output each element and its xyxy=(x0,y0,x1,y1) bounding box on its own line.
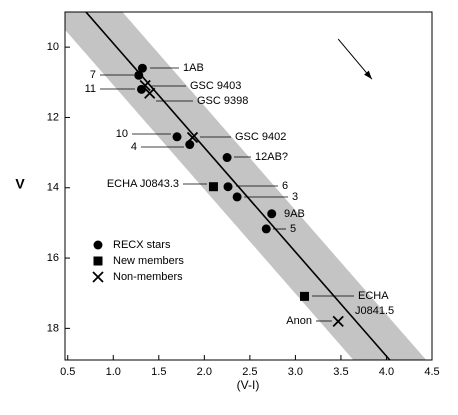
point-label: GSC 9398 xyxy=(197,95,248,107)
point-label: 7 xyxy=(90,69,96,81)
point-label: Anon xyxy=(286,315,312,327)
point xyxy=(139,79,151,92)
point-label: ECHA xyxy=(358,290,389,302)
legend-label: Non-members xyxy=(113,271,183,283)
y-tick-label: 16 xyxy=(47,252,59,264)
arrow-head xyxy=(364,70,372,80)
point xyxy=(186,131,199,144)
y-tick-label: 18 xyxy=(47,322,59,334)
point-label: GSC 9403 xyxy=(190,80,241,92)
point xyxy=(208,182,218,192)
x-tick-label: 3.5 xyxy=(333,366,348,378)
legend-marker xyxy=(92,271,104,283)
point xyxy=(222,153,232,163)
point xyxy=(223,182,233,192)
x-tick-label: 4.0 xyxy=(379,366,394,378)
point-label: 6 xyxy=(282,180,288,192)
point-label: 1AB xyxy=(183,62,204,74)
reddening-arrow xyxy=(337,38,373,80)
point xyxy=(144,87,156,99)
x-tick-label: 1.5 xyxy=(151,366,166,378)
plot-frame xyxy=(64,11,433,361)
point xyxy=(261,224,271,234)
legend-marker xyxy=(93,256,103,266)
x-axis-label: (V-I) xyxy=(237,378,260,392)
y-axis-label: V xyxy=(15,176,25,192)
x-tick-label: 4.5 xyxy=(424,366,439,378)
x-tick-label: 2.5 xyxy=(242,366,257,378)
legend-label: New members xyxy=(113,255,184,267)
legend-label: RECX stars xyxy=(113,239,171,251)
y-tick-label: 12 xyxy=(47,111,59,123)
point-label: 10 xyxy=(116,128,128,140)
x-tick-label: 3.0 xyxy=(288,366,303,378)
point-label: 11 xyxy=(85,83,96,95)
y-tick-label: 10 xyxy=(47,41,59,53)
y-tick-label: 14 xyxy=(47,182,59,194)
legend-marker xyxy=(93,240,103,250)
point xyxy=(267,209,277,219)
x-tick-label: 2.0 xyxy=(197,366,212,378)
point-label: 12AB? xyxy=(255,151,288,163)
point xyxy=(137,63,147,73)
x-tick-label: 1.0 xyxy=(106,366,121,378)
point xyxy=(172,132,182,142)
point-label: 3 xyxy=(292,191,298,203)
point-label: J0841.5 xyxy=(355,305,394,317)
point-label: ECHA J0843.3 xyxy=(107,178,179,190)
point-label: 9AB xyxy=(284,208,305,220)
point-label: GSC 9402 xyxy=(235,131,286,143)
point-label: 4 xyxy=(131,141,137,153)
point xyxy=(134,70,144,80)
point xyxy=(300,291,310,301)
point xyxy=(332,315,344,327)
point-label: 5 xyxy=(290,223,296,235)
x-tick-label: 0.5 xyxy=(60,366,75,378)
point xyxy=(232,192,242,202)
